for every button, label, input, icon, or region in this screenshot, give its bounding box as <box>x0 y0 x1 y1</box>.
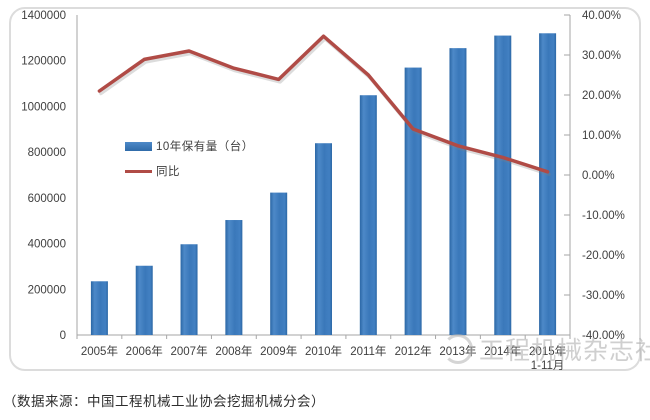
right-axis-tick-label: 10.00% <box>582 130 621 142</box>
bar-swatch-icon <box>125 141 152 151</box>
x-axis-category-label: 2008年 <box>215 344 252 358</box>
right-axis-tick-label: -10.00% <box>582 210 625 222</box>
x-axis-category-label: 2010年 <box>305 344 342 358</box>
bar-2014年 <box>494 35 512 335</box>
left-axis-tick-label: 800000 <box>28 147 66 159</box>
bar-2007年 <box>180 244 198 335</box>
legend-line-label: 同比 <box>156 166 180 178</box>
bar-series <box>90 33 557 336</box>
bar-2012年 <box>404 67 422 336</box>
x-axis-category-label: 2012年 <box>395 344 432 358</box>
bar-2008年 <box>225 220 243 335</box>
line-swatch-icon <box>125 169 152 173</box>
left-axis-tick-label: 600000 <box>28 193 66 205</box>
x-axis-category-label: 2005年 <box>81 344 118 358</box>
bar-2005年 <box>90 281 108 335</box>
x-axis-category-label: 2006年 <box>126 344 163 358</box>
legend-item-bar: 10年保有量（台） <box>125 138 254 154</box>
right-axis-tick-label: -40.00% <box>582 330 625 342</box>
right-axis-tick-label: 40.00% <box>582 10 621 22</box>
right-axis-tick-label: 30.00% <box>582 50 621 62</box>
right-axis-tick-label: 20.00% <box>582 90 621 102</box>
x-axis-category-label: 2014年 <box>484 344 521 358</box>
left-axis-tick-label: 0 <box>60 330 66 342</box>
right-axis-tick-label: 0.00% <box>582 170 615 182</box>
source-caption: （数据来源：中国工程机械工业协会挖掘机械分会） <box>3 394 325 409</box>
x-axis-category-label: 2013年 <box>439 344 476 358</box>
x-axis-category-label: 2015年 1-11月 <box>529 344 566 372</box>
x-axis-category-label: 2007年 <box>170 344 207 358</box>
bar-2011年 <box>359 95 377 335</box>
legend-bar-label: 10年保有量（台） <box>156 141 254 153</box>
left-axis-tick-label: 1200000 <box>21 56 66 68</box>
legend: 10年保有量（台） 同比 <box>125 138 254 179</box>
bar-2009年 <box>270 192 288 335</box>
x-axis-category-label: 2009年 <box>260 344 297 358</box>
left-axis-tick-label: 400000 <box>28 239 66 251</box>
left-axis-tick-label: 200000 <box>28 284 66 296</box>
yoy-line <box>97 34 550 174</box>
right-axis-tick-label: -20.00% <box>582 250 625 262</box>
x-axis-category-label: 2011年 <box>350 344 386 358</box>
bar-2013年 <box>449 48 467 336</box>
line-series <box>97 34 551 177</box>
legend-item-line: 同比 <box>125 163 254 179</box>
left-axis-tick-label: 1400000 <box>21 10 66 22</box>
bar-2010年 <box>315 143 332 335</box>
left-axis-tick-label: 1000000 <box>21 101 66 113</box>
bar-2015年 <box>539 33 557 336</box>
right-axis-tick-label: -30.00% <box>582 290 625 302</box>
axis-labels: 1400000 1200000 1000000 800000 600000 400000 2… <box>21 10 625 372</box>
bar-2006年 <box>135 265 153 335</box>
